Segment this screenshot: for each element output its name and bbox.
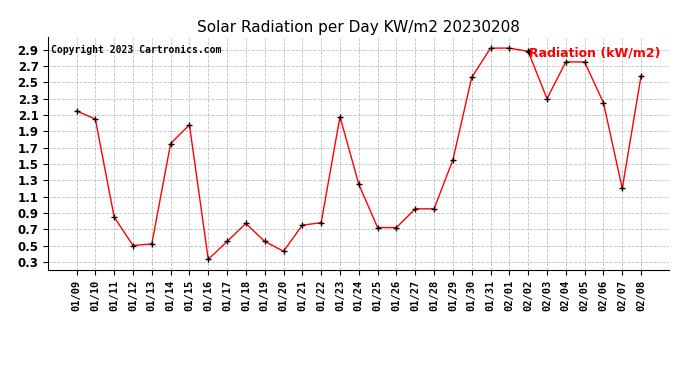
Radiation (kW/m2) [448, 158, 457, 162]
Radiation (kW/m2) [600, 100, 608, 105]
Radiation (kW/m2) [186, 123, 194, 127]
Radiation (kW/m2) [204, 257, 213, 262]
Title: Solar Radiation per Day KW/m2 20230208: Solar Radiation per Day KW/m2 20230208 [197, 20, 520, 35]
Radiation (kW/m2) [110, 215, 118, 219]
Radiation (kW/m2) [373, 225, 382, 230]
Text: Copyright 2023 Cartronics.com: Copyright 2023 Cartronics.com [51, 45, 221, 54]
Radiation (kW/m2) [279, 249, 288, 254]
Line: Radiation (kW/m2): Radiation (kW/m2) [73, 45, 644, 263]
Radiation (kW/m2) [618, 186, 627, 190]
Radiation (kW/m2) [580, 60, 589, 64]
Radiation (kW/m2) [637, 74, 645, 78]
Radiation (kW/m2) [468, 75, 476, 80]
Radiation (kW/m2) [223, 239, 231, 244]
Radiation (kW/m2) [72, 109, 81, 113]
Radiation (kW/m2) [486, 46, 495, 50]
Radiation (kW/m2) [524, 49, 532, 54]
Radiation (kW/m2) [562, 60, 570, 64]
Radiation (kW/m2) [336, 114, 344, 119]
Radiation (kW/m2) [317, 220, 325, 225]
Radiation (kW/m2) [355, 182, 363, 187]
Radiation (kW/m2) [543, 96, 551, 101]
Radiation (kW/m2) [91, 117, 99, 122]
Radiation (kW/m2) [505, 46, 513, 50]
Radiation (kW/m2) [411, 207, 420, 211]
Radiation (kW/m2) [430, 207, 438, 211]
Legend: Radiation (kW/m2): Radiation (kW/m2) [526, 44, 663, 62]
Radiation (kW/m2) [129, 243, 137, 248]
Radiation (kW/m2) [393, 225, 401, 230]
Radiation (kW/m2) [241, 221, 250, 226]
Radiation (kW/m2) [166, 141, 175, 146]
Radiation (kW/m2) [261, 239, 269, 244]
Radiation (kW/m2) [148, 242, 156, 246]
Radiation (kW/m2) [298, 223, 306, 227]
